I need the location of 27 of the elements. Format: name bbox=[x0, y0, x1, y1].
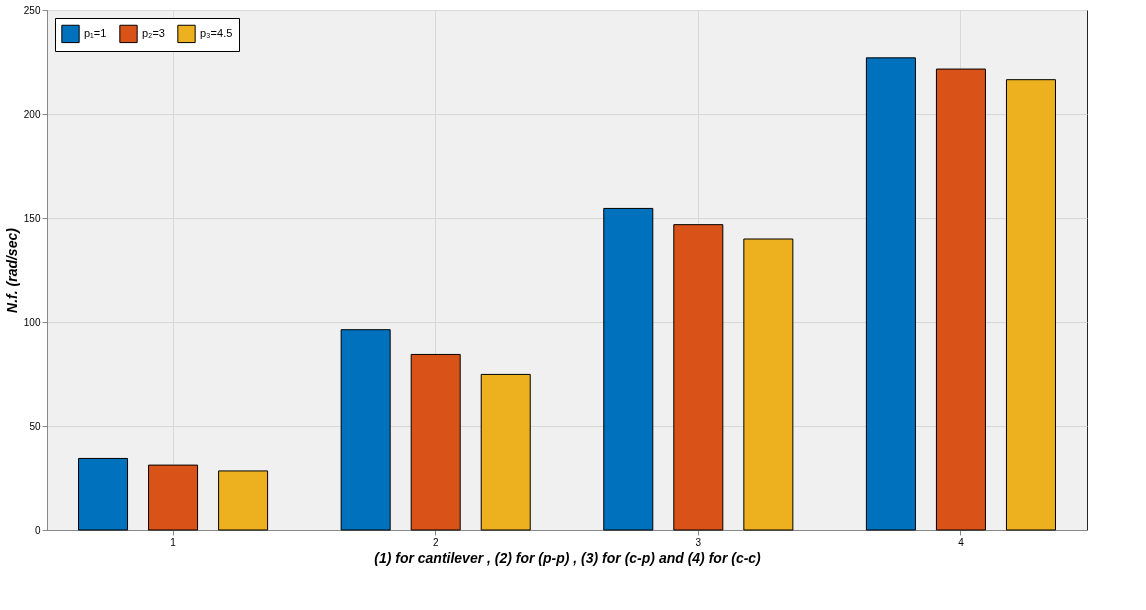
x-tick-label: 4 bbox=[958, 536, 965, 548]
bar bbox=[480, 373, 531, 531]
y-tick-label: 100 bbox=[23, 316, 41, 328]
x-axis-title: (1) for cantilever , (2) for (p-p) , (3) for (c-p) and (4) for (c-c) bbox=[374, 549, 762, 566]
y-tick-label: 0 bbox=[34, 524, 41, 536]
y-tick-label: 50 bbox=[29, 420, 41, 432]
x-tick-label: 2 bbox=[432, 536, 439, 548]
y-tick-label: 200 bbox=[23, 108, 41, 120]
bar bbox=[673, 224, 724, 531]
bar bbox=[865, 57, 916, 531]
y-tick-label: 250 bbox=[23, 4, 41, 16]
bar bbox=[935, 68, 986, 531]
bar bbox=[410, 353, 461, 531]
x-tick-label: 1 bbox=[170, 536, 177, 548]
bar bbox=[1005, 79, 1056, 531]
bar bbox=[78, 457, 129, 531]
bar bbox=[148, 464, 199, 531]
legend-label: p₃=4.5 bbox=[200, 26, 233, 39]
bar bbox=[743, 238, 794, 531]
legend-label: p₂=3 bbox=[142, 26, 165, 39]
y-axis-title: N.f. (rad/sec) bbox=[3, 227, 20, 313]
bar bbox=[218, 470, 269, 531]
legend-label: p₁=1 bbox=[84, 26, 107, 39]
bar bbox=[603, 207, 654, 531]
y-tick-label: 150 bbox=[23, 212, 41, 224]
x-tick-label: 3 bbox=[695, 536, 702, 548]
bar bbox=[340, 329, 391, 531]
